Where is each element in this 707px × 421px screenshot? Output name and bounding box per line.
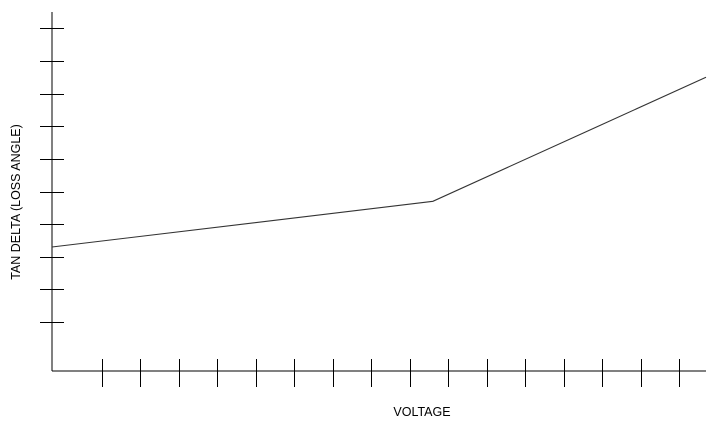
y-ticks: [40, 27, 64, 324]
x-axis-title: VOLTAGE: [393, 405, 450, 419]
series-group: [51, 76, 707, 248]
y-axis-title: TAN DELTA (LOSS ANGLE): [9, 124, 23, 280]
axes: [51, 12, 706, 372]
x-ticks: [101, 359, 681, 387]
series-line-1: [51, 76, 707, 248]
